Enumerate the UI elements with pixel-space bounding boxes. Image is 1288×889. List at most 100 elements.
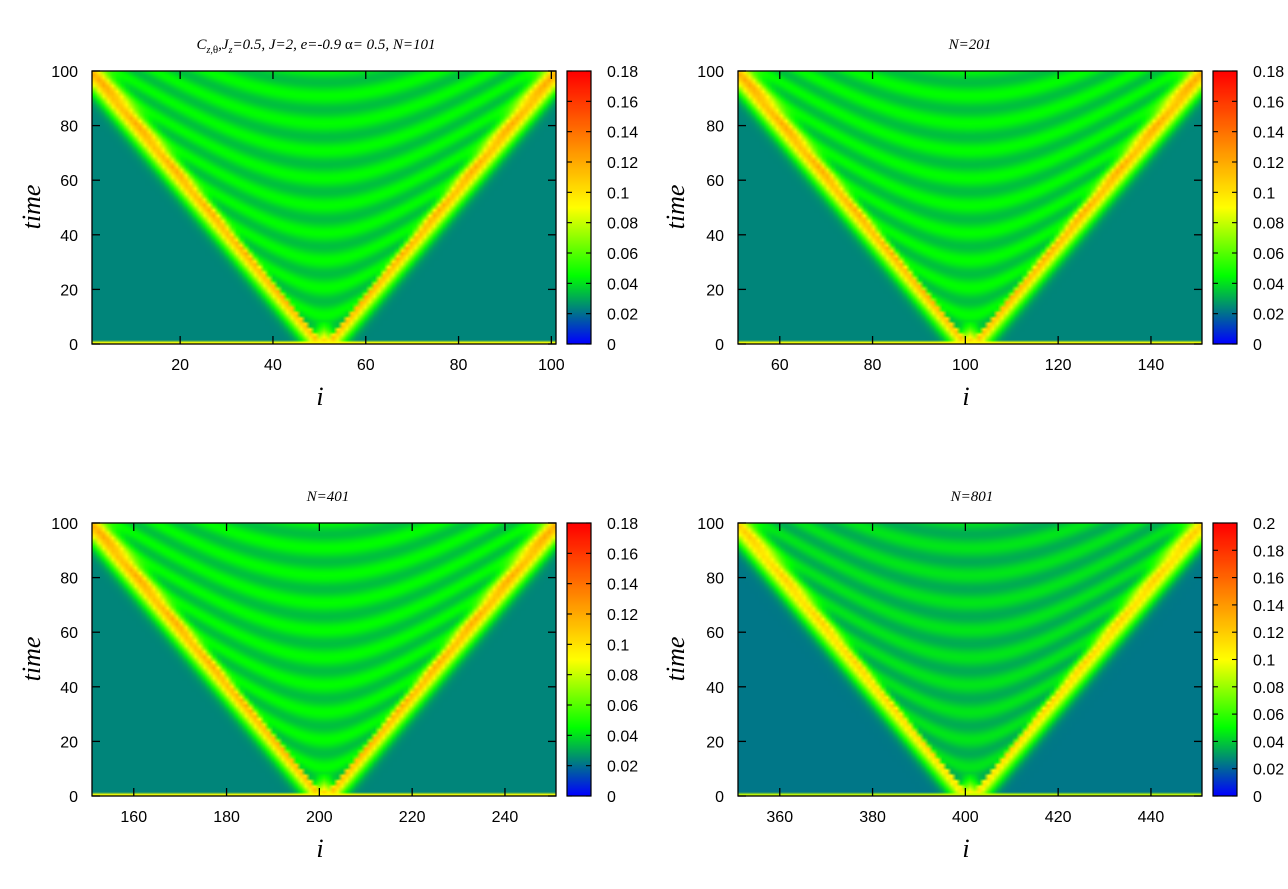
colorbar-tick-label: 0.06 [1253, 246, 1284, 263]
colorbar-frame [566, 522, 592, 797]
y-axis-label: time [661, 637, 690, 682]
x-tick-label: 80 [864, 357, 882, 374]
colorbar-tick-label: 0.02 [1253, 762, 1284, 779]
x-axis-label: i [316, 382, 323, 411]
colorbar-tick-label: 0.06 [607, 698, 638, 715]
colorbar-tick-label: 0.06 [1253, 707, 1284, 724]
colorbar-tick-label: 0.02 [1253, 307, 1284, 324]
colorbar-tick-label: 0.18 [607, 516, 638, 533]
x-tick-label: 440 [1138, 809, 1165, 826]
x-tick-label: 20 [171, 357, 189, 374]
colorbar-tick-label: 0 [607, 789, 616, 806]
colorbar-tick-label: 0.12 [1253, 155, 1284, 172]
y-tick-label: 0 [715, 337, 724, 354]
colorbar-tick-label: 0.18 [607, 64, 638, 81]
y-tick-label: 0 [715, 789, 724, 806]
y-tick-label: 100 [51, 516, 78, 533]
y-tick-label: 20 [60, 282, 78, 299]
colorbar-tick-label: 0.04 [1253, 276, 1284, 293]
colorbar-tick-label: 0.08 [607, 216, 638, 233]
x-axis-label: i [962, 834, 969, 863]
x-tick-label: 240 [492, 809, 519, 826]
x-tick-label: 180 [213, 809, 240, 826]
y-axis-label: time [17, 637, 46, 682]
colorbar-tick-label: 0.2 [1253, 516, 1275, 533]
plot-frame [91, 522, 557, 797]
colorbar-tick-label: 0.1 [607, 185, 629, 202]
plot-frame [737, 70, 1203, 345]
colorbar-tick-label: 0.18 [1253, 64, 1284, 81]
y-tick-label: 0 [69, 337, 78, 354]
colorbar-tick-label: 0.04 [1253, 734, 1284, 751]
plot-frame [91, 70, 557, 345]
y-tick-label: 80 [706, 119, 724, 136]
colorbar-tick-label: 0.1 [607, 637, 629, 654]
colorbar-tick-label: 0 [1253, 337, 1262, 354]
panel-title: Cz,θ,Jz=0.5, J=2, e=-0.9 α= 0.5, N=101 [196, 37, 435, 56]
y-tick-label: 60 [706, 625, 724, 642]
colorbar-tick-label: 0.18 [1253, 543, 1284, 560]
y-tick-label: 80 [60, 119, 78, 136]
panel-n201: N=201 60 80 100 120 140 0 20 40 60 80 100 i time 0… [661, 37, 1284, 411]
heatmap-image [92, 523, 556, 796]
panel-title: N=801 [950, 489, 994, 505]
colorbar-tick-label: 0 [1253, 789, 1262, 806]
y-tick-label: 60 [706, 173, 724, 190]
x-tick-label: 120 [1045, 357, 1072, 374]
colorbar-tick-label: 0.08 [1253, 216, 1284, 233]
y-tick-label: 40 [706, 228, 724, 245]
colorbar-tick-label: 0.14 [1253, 598, 1284, 615]
panel-title: N=201 [948, 37, 992, 53]
y-tick-label: 20 [60, 734, 78, 751]
colorbar-tick-label: 0.16 [607, 94, 638, 111]
colorbar-tick-label: 0.16 [607, 546, 638, 563]
y-tick-label: 0 [69, 789, 78, 806]
colorbar-tick-label: 0.08 [607, 668, 638, 685]
x-axis-label: i [962, 382, 969, 411]
colorbar-tick-label: 0.12 [607, 155, 638, 172]
colorbar-gradient [567, 523, 591, 796]
panel-n401: N=401 160 180 200 220 240 0 20 40 60 80 100 i time… [17, 489, 638, 863]
x-tick-label: 420 [1045, 809, 1072, 826]
colorbar-tick-label: 0.1 [1253, 653, 1275, 670]
y-tick-label: 40 [60, 228, 78, 245]
colorbar-tick-label: 0.1 [1253, 185, 1275, 202]
x-tick-label: 100 [538, 357, 565, 374]
heatmap-image [738, 71, 1202, 344]
x-tick-label: 80 [450, 357, 468, 374]
colorbar-tick-label: 0.12 [607, 607, 638, 624]
colorbar-tick-label: 0.04 [607, 728, 638, 745]
colorbar-tick-label: 0.16 [1253, 94, 1284, 111]
x-tick-label: 60 [357, 357, 375, 374]
y-tick-label: 80 [706, 571, 724, 588]
y-tick-label: 60 [60, 173, 78, 190]
colorbar-tick-label: 0.02 [607, 307, 638, 324]
colorbar-gradient [1213, 71, 1237, 344]
colorbar-tick-label: 0.14 [1253, 125, 1284, 142]
colorbar-tick-label: 0.14 [607, 125, 638, 142]
x-tick-label: 140 [1138, 357, 1165, 374]
y-tick-label: 100 [697, 64, 724, 81]
colorbar-gradient [567, 71, 591, 344]
heatmap-image [92, 71, 556, 344]
plot-frame [737, 522, 1203, 797]
colorbar-tick-label: 0.08 [1253, 680, 1284, 697]
y-tick-label: 20 [706, 734, 724, 751]
y-tick-label: 80 [60, 571, 78, 588]
colorbar-tick-label: 0.04 [607, 276, 638, 293]
x-tick-label: 40 [264, 357, 282, 374]
panel-n101: Cz,θ,Jz=0.5, J=2, e=-0.9 α= 0.5, N=101 2… [17, 37, 638, 411]
colorbar-tick-label: 0.14 [607, 577, 638, 594]
y-tick-label: 40 [60, 680, 78, 697]
y-tick-label: 100 [697, 516, 724, 533]
y-axis-label: time [661, 185, 690, 230]
y-tick-label: 60 [60, 625, 78, 642]
colorbar-frame [566, 70, 592, 345]
y-axis-label: time [17, 185, 46, 230]
y-tick-label: 40 [706, 680, 724, 697]
x-tick-label: 100 [952, 357, 979, 374]
y-tick-label: 20 [706, 282, 724, 299]
x-axis-label: i [316, 834, 323, 863]
x-tick-label: 380 [859, 809, 886, 826]
